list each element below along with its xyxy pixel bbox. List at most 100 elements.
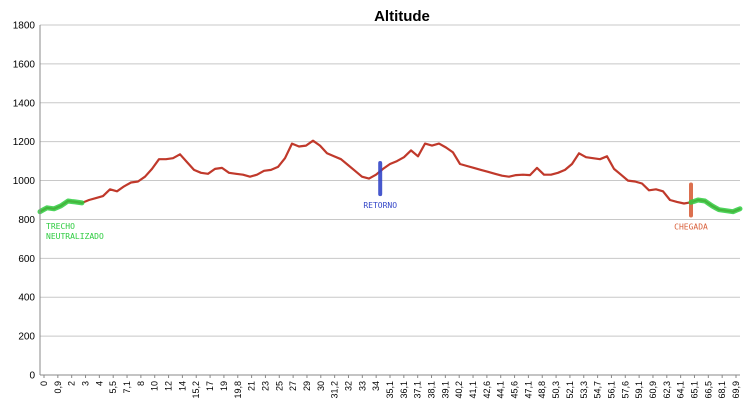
data-point [396, 160, 398, 162]
x-tick-label: 62,3 [662, 381, 672, 399]
data-point [221, 167, 223, 169]
y-tick-label: 0 [29, 371, 35, 382]
data-point [508, 176, 510, 178]
data-point [487, 171, 489, 173]
data-point [417, 155, 419, 157]
x-tick-label: 30 [316, 381, 326, 391]
x-tick-label: 23 [260, 381, 270, 391]
data-point [109, 188, 111, 190]
data-point [263, 170, 265, 172]
x-tick-label: 48,8 [537, 381, 547, 399]
x-tick-label: 29 [302, 381, 312, 391]
x-tick-label: 36,1 [399, 381, 409, 399]
x-tick-label: 52,1 [565, 381, 575, 399]
data-point [193, 169, 195, 171]
data-point [165, 158, 167, 160]
data-point [95, 197, 97, 199]
data-point [557, 172, 559, 174]
data-point [669, 199, 671, 201]
data-point [284, 157, 286, 159]
x-tick-label: 54,7 [593, 381, 603, 399]
x-tick-label: 0 [39, 381, 49, 386]
x-tick-label: 21 [247, 381, 257, 391]
x-tick-label: 53,3 [579, 381, 589, 399]
chart-title: Altitude [374, 8, 430, 25]
data-point [438, 143, 440, 145]
data-point [256, 174, 258, 176]
data-point [473, 167, 475, 169]
data-point [158, 158, 160, 160]
y-tick-label: 200 [18, 332, 35, 343]
data-point [333, 155, 335, 157]
x-tick-label: 35,1 [385, 381, 395, 399]
x-tick-label: 0,9 [53, 381, 63, 394]
data-point [564, 169, 566, 171]
data-point [123, 185, 125, 187]
data-point [151, 168, 153, 170]
data-point [137, 180, 139, 183]
data-point [655, 188, 657, 190]
x-tick-label: 3 [81, 381, 91, 386]
data-point [298, 145, 300, 148]
data-point [179, 153, 181, 155]
x-tick-label: 15,2 [191, 381, 201, 399]
x-tick-label: 39,1 [440, 381, 450, 399]
data-point [522, 174, 524, 176]
x-tick-label: 2 [67, 381, 77, 386]
data-point [494, 173, 496, 175]
data-point [550, 174, 552, 176]
x-tick-label: 4 [94, 381, 104, 386]
data-point [242, 174, 244, 176]
data-point [452, 151, 454, 153]
x-tick-label: 64,1 [676, 381, 686, 399]
data-point [529, 174, 531, 176]
data-point [354, 170, 356, 172]
data-point [102, 195, 104, 197]
data-point [319, 144, 321, 147]
y-tick-label: 1200 [13, 137, 36, 148]
grid-lines [40, 24, 740, 376]
x-tick-label: 40,2 [454, 381, 464, 399]
data-point [88, 199, 90, 201]
x-axis-ticks: 0 0,9 2 3 4 5,5 7,1 8 10 12 14 15,2 17 19 19,8 21 23 25 27… [39, 375, 741, 399]
x-tick-label: 65,1 [689, 381, 699, 399]
data-point [389, 163, 391, 165]
x-tick-label: 45,6 [510, 381, 520, 399]
data-point [186, 161, 188, 163]
data-point [578, 152, 580, 154]
x-tick-label: 68,1 [717, 381, 727, 399]
x-tick-label: 41,1 [468, 381, 478, 399]
x-tick-label: 59,1 [634, 381, 644, 399]
x-tick-label: 37,1 [413, 381, 423, 399]
x-tick-label: 32 [343, 381, 353, 391]
y-tick-label: 800 [18, 215, 35, 226]
y-tick-label: 1800 [13, 21, 36, 32]
highlight-group: TRECHO NEUTRALIZADO RETORNO CHEGADA [37, 161, 743, 241]
x-tick-label: 69,9 [731, 381, 741, 399]
data-point [172, 157, 174, 159]
data-point [683, 202, 685, 205]
data-point [620, 174, 622, 176]
x-tick-label: 17 [205, 381, 215, 391]
y-tick-label: 1400 [13, 98, 36, 109]
highlight-segment [688, 197, 743, 215]
data-point [662, 190, 664, 192]
data-point [648, 189, 650, 191]
x-tick-label: 19,8 [233, 381, 243, 399]
data-point [200, 172, 202, 174]
x-tick-label: 57,6 [620, 381, 630, 399]
data-point [634, 180, 636, 183]
x-tick-label: 47,1 [523, 381, 533, 399]
x-tick-label: 14 [177, 381, 187, 391]
x-tick-label: 7,1 [122, 381, 132, 394]
data-point [592, 157, 594, 159]
data-point [277, 166, 279, 168]
data-point [382, 168, 384, 170]
x-tick-label: 38,1 [427, 381, 437, 399]
data-point [347, 164, 349, 166]
data-point [368, 178, 370, 180]
y-tick-label: 600 [18, 254, 35, 265]
x-tick-label: 60,9 [648, 381, 658, 399]
data-point [459, 163, 461, 165]
data-point [207, 173, 209, 175]
